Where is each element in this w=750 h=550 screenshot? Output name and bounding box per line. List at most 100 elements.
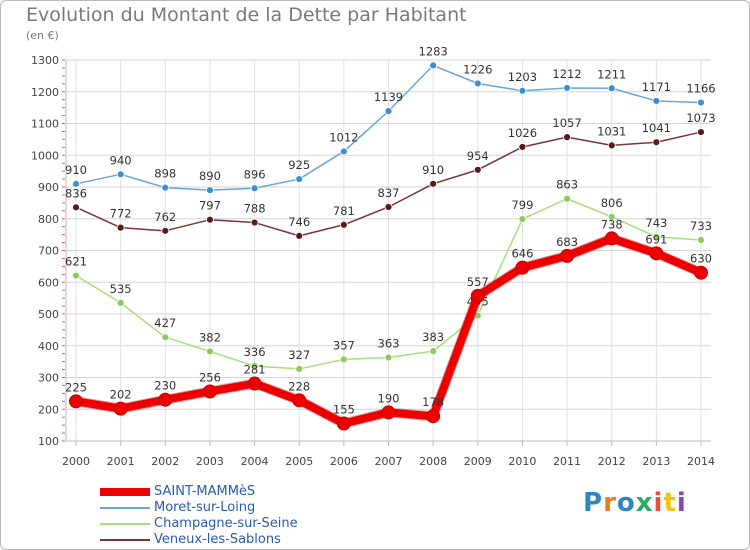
data-label-saint-mamm-s: 691 [645,232,667,246]
data-label-veneux-les-sablons: 788 [244,202,266,216]
data-point-champagne-sur-seine [697,236,705,244]
data-point-veneux-les-sablons [206,215,214,224]
x-tick-label: 2004 [241,455,269,468]
data-label-moret-sur-loing: 1166 [686,82,715,96]
data-label-saint-mamm-s: 202 [110,388,132,402]
data-point-veneux-les-sablons [473,165,482,174]
data-label-moret-sur-loing: 890 [199,169,221,183]
y-tick-label: 300 [38,372,59,385]
legend-label: Moret-sur-Loing [154,500,256,515]
logo-letter: i [653,488,664,518]
data-label-champagne-sur-seine: 806 [601,196,623,210]
y-tick-label: 800 [38,213,59,226]
data-point-champagne-sur-seine [250,362,259,370]
y-tick-label: 1300 [31,54,59,67]
data-label-veneux-les-sablons: 1073 [686,111,715,125]
data-point-saint-mamm-s [426,409,441,424]
x-tick-label: 2008 [419,455,447,468]
x-tick-label: 2003 [196,455,224,468]
data-point-veneux-les-sablons [429,179,438,188]
data-label-moret-sur-loing: 910 [65,163,87,177]
data-label-veneux-les-sablons: 762 [154,210,176,224]
data-label-veneux-les-sablons: 781 [333,204,355,218]
logo-letter: x [635,488,654,518]
data-point-veneux-les-sablons [697,128,705,136]
data-point-veneux-les-sablons [384,203,393,211]
data-point-saint-mamm-s [381,405,396,420]
legend-swatch [100,507,150,509]
data-label-champagne-sur-seine: 621 [65,255,87,269]
data-label-champagne-sur-seine: 733 [690,219,712,233]
data-point-moret-sur-loing [652,97,661,105]
x-tick-label: 2005 [285,455,313,468]
data-label-moret-sur-loing: 925 [288,158,310,172]
data-label-veneux-les-sablons: 1031 [597,124,626,138]
data-point-saint-mamm-s [649,246,664,261]
data-label-veneux-les-sablons: 797 [199,199,221,213]
data-point-veneux-les-sablons [652,138,661,147]
data-label-saint-mamm-s: 646 [511,247,533,261]
x-tick-label: 2006 [330,455,358,468]
y-tick-label: 1100 [31,118,59,131]
data-label-veneux-les-sablons: 1057 [552,116,581,130]
data-label-veneux-les-sablons: 1026 [508,126,537,140]
data-point-moret-sur-loing [697,98,705,107]
data-point-veneux-les-sablons [339,220,348,229]
data-label-saint-mamm-s: 256 [199,370,221,384]
logo-letter: o [616,488,636,518]
data-point-champagne-sur-seine [116,298,125,307]
data-label-champagne-sur-seine: 363 [378,336,400,350]
data-point-champagne-sur-seine [518,215,527,223]
data-label-moret-sur-loing: 1012 [329,130,358,144]
data-label-veneux-les-sablons: 1041 [642,121,671,135]
data-point-moret-sur-loing [72,179,80,188]
y-tick-label: 700 [38,245,59,258]
data-point-champagne-sur-seine [161,333,170,342]
logo-letter: i [676,488,687,518]
y-tick-label: 500 [38,308,59,321]
data-label-moret-sur-loing: 896 [244,167,266,181]
data-point-moret-sur-loing [206,186,214,195]
data-point-saint-mamm-s [292,393,307,408]
logo-letter: P [583,488,604,518]
data-point-moret-sur-loing [339,147,348,156]
legend-label: SAINT-MAMMèS [154,484,256,499]
data-point-saint-mamm-s [113,401,128,416]
data-label-moret-sur-loing: 1171 [642,80,671,94]
data-label-champagne-sur-seine: 427 [154,316,176,330]
legend-label: Veneux-les-Sablons [154,532,281,547]
data-point-moret-sur-loing [429,61,438,70]
x-tick-label: 2011 [553,455,581,468]
x-tick-label: 2010 [508,455,536,468]
data-point-veneux-les-sablons [518,143,527,151]
x-tick-label: 2000 [62,455,90,468]
x-tick-label: 2007 [375,455,403,468]
data-label-veneux-les-sablons: 836 [65,186,87,200]
data-point-veneux-les-sablons [607,141,616,150]
data-point-moret-sur-loing [607,84,616,93]
chart-title: Evolution du Montant de la Dette par Hab… [26,4,467,26]
data-point-saint-mamm-s [604,231,619,246]
data-label-moret-sur-loing: 1139 [374,90,403,104]
data-label-saint-mamm-s: 557 [467,275,489,289]
data-label-veneux-les-sablons: 954 [467,149,489,163]
data-label-champagne-sur-seine: 383 [422,330,444,344]
logo-letter: r [603,488,617,518]
data-label-saint-mamm-s: 683 [556,235,578,249]
data-label-veneux-les-sablons: 772 [110,207,132,221]
data-label-moret-sur-loing: 1212 [552,67,581,81]
data-label-moret-sur-loing: 1203 [508,70,537,84]
x-tick-label: 2014 [687,455,715,468]
data-label-champagne-sur-seine: 382 [199,330,221,344]
data-point-moret-sur-loing [295,175,304,183]
data-point-moret-sur-loing [518,86,527,95]
data-point-champagne-sur-seine [652,232,661,241]
legend-swatch [100,488,150,496]
data-point-saint-mamm-s [694,265,708,280]
data-label-moret-sur-loing: 1283 [419,44,448,58]
data-point-champagne-sur-seine [429,347,438,356]
data-label-veneux-les-sablons: 910 [422,163,444,177]
y-tick-label: 1200 [31,86,59,99]
y-tick-label: 600 [38,276,59,289]
data-label-moret-sur-loing: 1211 [597,67,626,81]
